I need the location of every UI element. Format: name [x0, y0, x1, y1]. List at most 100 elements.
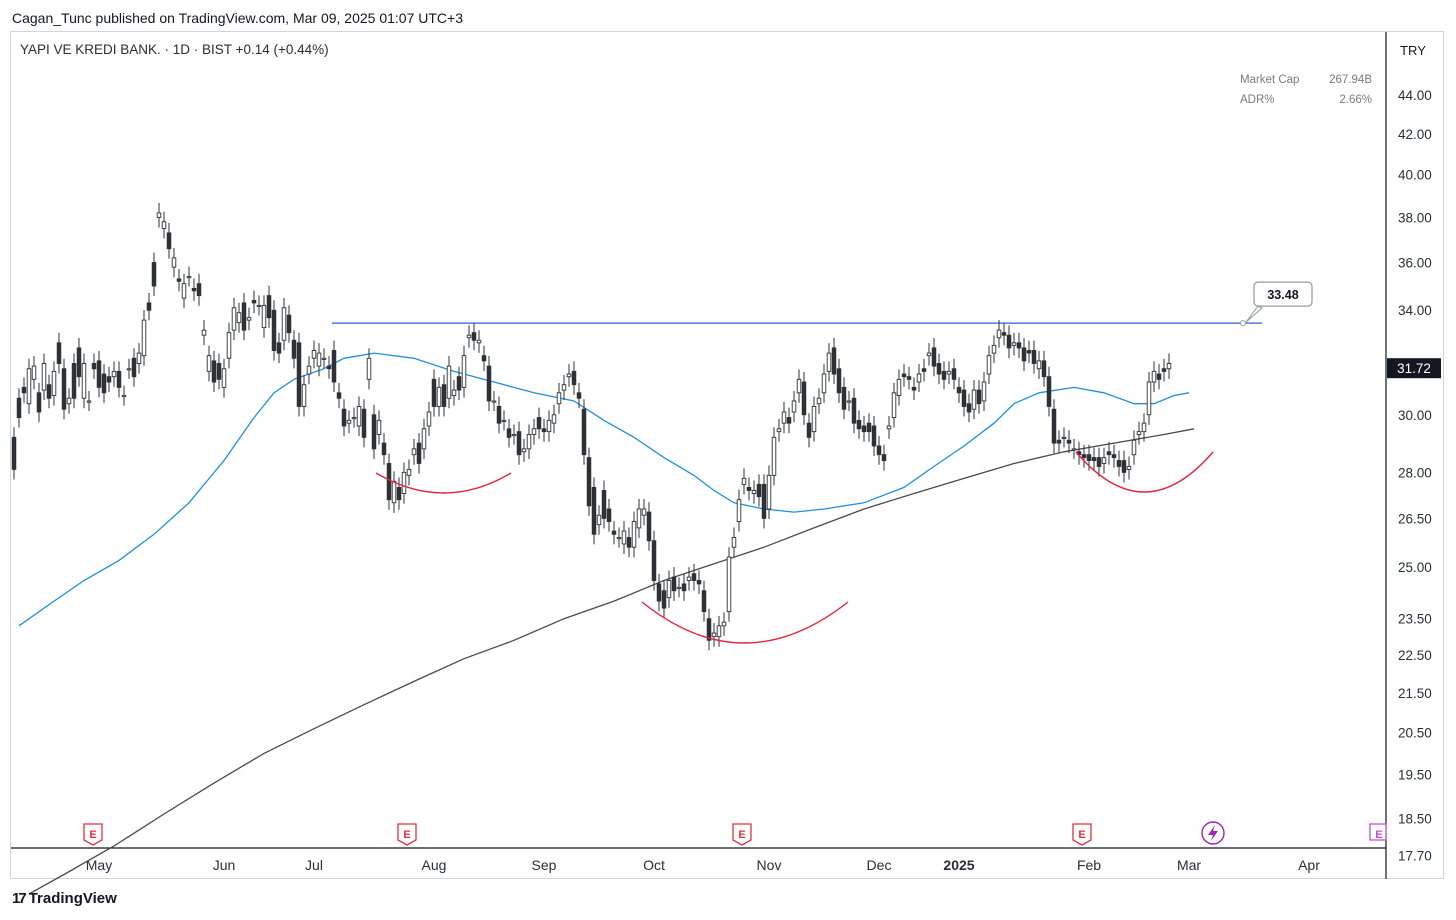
x-tick-label: Jun: [213, 857, 236, 873]
candle-down: [671, 576, 677, 592]
candle-up: [246, 317, 252, 321]
candle-down: [881, 454, 887, 461]
candle-down: [151, 262, 157, 287]
candle-down: [1081, 454, 1087, 459]
rounding-bottom-curve[interactable]: [641, 601, 849, 644]
rounding-bottom-curve[interactable]: [1075, 451, 1214, 493]
candle-down: [481, 355, 487, 362]
candle-up: [781, 411, 787, 424]
candle-up: [621, 530, 627, 545]
candle-up: [791, 400, 797, 413]
candle-up: [221, 368, 227, 388]
resistance-anchor[interactable]: [1240, 320, 1246, 327]
candle-up: [1131, 439, 1137, 456]
candle-up: [641, 508, 647, 516]
currency-selector[interactable]: TRY: [1400, 43, 1426, 58]
candle-up: [666, 580, 672, 599]
candle-down: [291, 339, 297, 359]
candle-down: [486, 365, 492, 402]
candle-down: [91, 363, 97, 370]
candle-up: [1036, 360, 1042, 370]
earnings-marker-icon[interactable]: [1369, 823, 1387, 841]
candle-down: [966, 403, 972, 413]
candle-down: [591, 486, 597, 535]
candle-up: [811, 406, 817, 433]
candle-down: [836, 368, 842, 394]
tradingview-logo[interactable]: 17 TradingView: [12, 890, 117, 907]
candle-down: [841, 386, 847, 410]
candle-down: [1091, 457, 1097, 461]
candle-down: [266, 295, 272, 319]
candle-up: [566, 373, 572, 378]
candle-down: [1096, 457, 1102, 467]
candle-down: [856, 419, 862, 430]
candle-down: [331, 350, 337, 383]
candle-up: [81, 363, 87, 399]
candle-up: [406, 468, 412, 476]
x-tick-label: 2025: [943, 857, 974, 873]
candle-up: [731, 537, 737, 548]
resistance-callout-box[interactable]: [1253, 281, 1313, 307]
candle-up: [926, 352, 932, 357]
rounding-bottom-curve[interactable]: [375, 472, 512, 494]
candle-down: [956, 386, 962, 394]
candle-down: [286, 314, 292, 334]
candle-up: [346, 419, 352, 424]
candle-down: [941, 370, 947, 380]
earnings-marker-icon[interactable]: [397, 823, 417, 846]
candle-up: [1126, 465, 1132, 470]
candle-down: [191, 287, 197, 292]
candle-down: [1121, 460, 1127, 473]
candle-down: [1046, 376, 1052, 407]
candle-down: [1026, 350, 1032, 354]
candle-up: [316, 352, 322, 367]
candle-up: [986, 355, 992, 375]
symbol-header[interactable]: YAPI VE KREDI BANK. · 1D · BIST +0.14 (+…: [20, 42, 329, 57]
y-tick-label: 36.00: [1398, 256, 1432, 271]
candle-up: [111, 370, 117, 378]
candle-up: [281, 307, 287, 341]
earnings-marker-icon[interactable]: [1072, 823, 1092, 846]
y-tick-label: 17.70: [1398, 848, 1432, 863]
candle-down: [1116, 460, 1122, 467]
candle-down: [586, 457, 592, 507]
candle-up: [981, 381, 987, 402]
candle-up: [741, 477, 747, 485]
candle-down: [906, 376, 912, 380]
moving-average-blue-line: [18, 352, 1190, 627]
candle-down: [61, 368, 67, 410]
earnings-marker-letter: E: [738, 829, 745, 841]
candle-up: [446, 365, 452, 399]
y-tick-label: 20.50: [1398, 726, 1432, 741]
candle-down: [951, 368, 957, 380]
earnings-marker-icon[interactable]: [83, 823, 103, 846]
candle-down: [471, 332, 477, 341]
candle-down: [756, 483, 762, 498]
candle-down: [241, 302, 247, 331]
candle-down: [1051, 408, 1057, 444]
candle-up: [771, 436, 777, 476]
candle-down: [386, 463, 392, 501]
y-tick-label: 42.00: [1398, 127, 1432, 142]
earnings-marker-icon[interactable]: [732, 823, 752, 846]
chart-frame: [10, 31, 1444, 879]
earnings-marker-letter: E: [89, 829, 96, 841]
candle-up: [736, 499, 742, 522]
candle-down: [1156, 373, 1162, 380]
candle-down: [381, 442, 387, 456]
candle-up: [1011, 342, 1017, 346]
candle-up: [1101, 457, 1107, 464]
candle-down: [416, 442, 422, 464]
candle-down: [146, 302, 152, 311]
candle-up: [426, 411, 432, 427]
adr-value: 2.66%: [1339, 94, 1372, 106]
candle-up: [366, 357, 372, 380]
y-tick-label: 18.50: [1398, 811, 1432, 826]
candle-up: [141, 319, 147, 357]
candle-up: [136, 352, 142, 364]
candle-down: [541, 428, 547, 433]
candle-up: [636, 508, 642, 529]
candle-up: [596, 514, 602, 526]
candle-up: [826, 352, 832, 372]
